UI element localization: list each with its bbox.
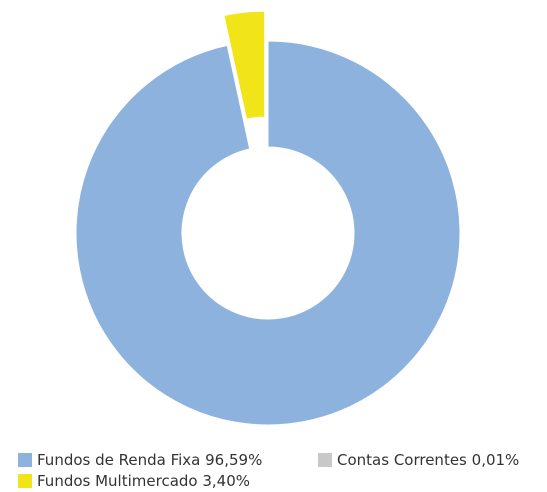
legend-value: 3,40% (202, 472, 250, 490)
legend-name: Fundos de Renda Fixa (37, 451, 200, 469)
legend-label: Fundos Multimercado 3,40% (37, 472, 250, 490)
donut-slice (75, 40, 461, 426)
legend-label: Contas Correntes 0,01% (337, 451, 519, 469)
legend-name: Contas Correntes (337, 451, 467, 469)
legend-swatch (18, 453, 32, 467)
legend-name: Fundos Multimercado (37, 472, 198, 490)
legend-value: 96,59% (205, 451, 262, 469)
legend-value: 0,01% (472, 451, 520, 469)
legend-swatch (18, 474, 32, 488)
legend-label: Fundos de Renda Fixa 96,59% (37, 451, 262, 469)
legend-swatch (318, 453, 332, 467)
donut-slice (223, 10, 266, 120)
